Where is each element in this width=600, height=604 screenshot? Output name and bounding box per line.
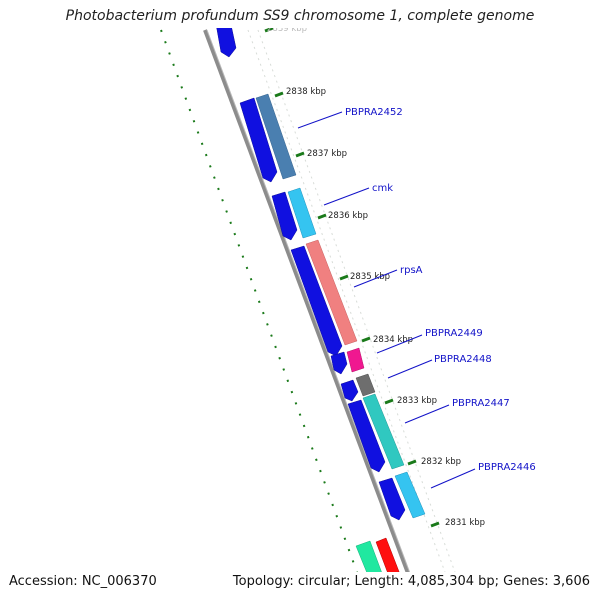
genome-backbone (203, 29, 410, 572)
tick-label: 2836 kbp (328, 211, 368, 221)
map-title: Photobacterium profundum SS9 chromosome … (65, 8, 535, 24)
tick-label: 2831 kbp (445, 518, 485, 528)
gene-bar-PBPRA2446 (394, 471, 426, 519)
gene-bar-PBPRA2448 (355, 373, 376, 397)
scale-tick (339, 274, 349, 281)
tick-label: 2832 kbp (421, 457, 461, 467)
scale-tick (264, 28, 274, 33)
cds-arrow (347, 399, 386, 473)
scale-tick (361, 336, 371, 343)
gene-label-PBPRA2446[interactable]: PBPRA2446 (478, 462, 536, 473)
tick-label: 2838 kbp (286, 87, 326, 97)
scale-tick (295, 151, 305, 158)
outer-dotted-ring (247, 29, 456, 572)
gene-label-leaders (297, 111, 476, 489)
gene-label-PBPRA2448[interactable]: PBPRA2448 (434, 354, 492, 365)
gene-label-PBPRA2447[interactable]: PBPRA2447 (452, 398, 510, 409)
leader-line-PBPRA2447 (404, 404, 450, 424)
leader-line-PBPRA2446 (430, 468, 476, 489)
gene-label-PBPRA2449[interactable]: PBPRA2449 (425, 328, 483, 339)
genome-summary: Topology: circular; Length: 4,085,304 bp… (232, 574, 590, 589)
tick-label: 2835 kbp (350, 272, 390, 282)
leader-line-PBPRA2448 (387, 359, 433, 379)
scale-tick (430, 521, 440, 528)
scale-ticks (264, 28, 440, 528)
tick-label: 2837 kbp (307, 149, 347, 159)
accession-label: Accession: NC_006370 (9, 574, 157, 589)
cds-arrow (290, 245, 343, 357)
scale-tick (317, 213, 327, 220)
scale-tick (274, 91, 284, 98)
gene-bar-PBPRA2447 (362, 393, 405, 470)
leader-line-PBPRA2449 (376, 334, 423, 354)
gene-bar-bottom-green (355, 540, 382, 572)
cds-arrow (378, 477, 406, 521)
gene-bar-rpsA (305, 239, 358, 346)
scale-tick-labels: 2839 kbp 2838 kbp 2837 kbp 2836 kbp 2835… (267, 24, 485, 528)
forward-strand-genes (255, 93, 426, 572)
leader-line-PBPRA2452 (297, 111, 343, 129)
gene-bar-PBPRA2449 (346, 347, 365, 373)
cds-arrow (271, 191, 298, 241)
leader-line-rpsA (353, 269, 398, 288)
cds-arrow (340, 379, 359, 402)
tick-label: 2839 kbp (267, 24, 307, 34)
tick-label: 2834 kbp (373, 335, 413, 345)
gene-label-cmk[interactable]: cmk (372, 183, 393, 194)
cds-arrow (239, 97, 278, 183)
scale-tick (384, 398, 394, 405)
gc-content-track (160, 29, 358, 572)
gene-bar-PBPRA2452 (255, 93, 297, 180)
gene-bar-cmk (287, 187, 317, 239)
cds-arrow-top (216, 28, 237, 58)
leader-line-cmk (323, 187, 370, 206)
reverse-strand-cds (216, 28, 406, 521)
gene-label-rpsA[interactable]: rpsA (400, 265, 423, 276)
gene-labels: PBPRA2452 cmk rpsA PBPRA2449 PBPRA2448 P… (345, 107, 536, 473)
tick-label: 2833 kbp (397, 396, 437, 406)
cds-arrow (330, 351, 348, 375)
scale-tick (407, 459, 417, 466)
gene-bar-bottom-red (375, 537, 400, 572)
gene-label-PBPRA2452[interactable]: PBPRA2452 (345, 107, 403, 118)
